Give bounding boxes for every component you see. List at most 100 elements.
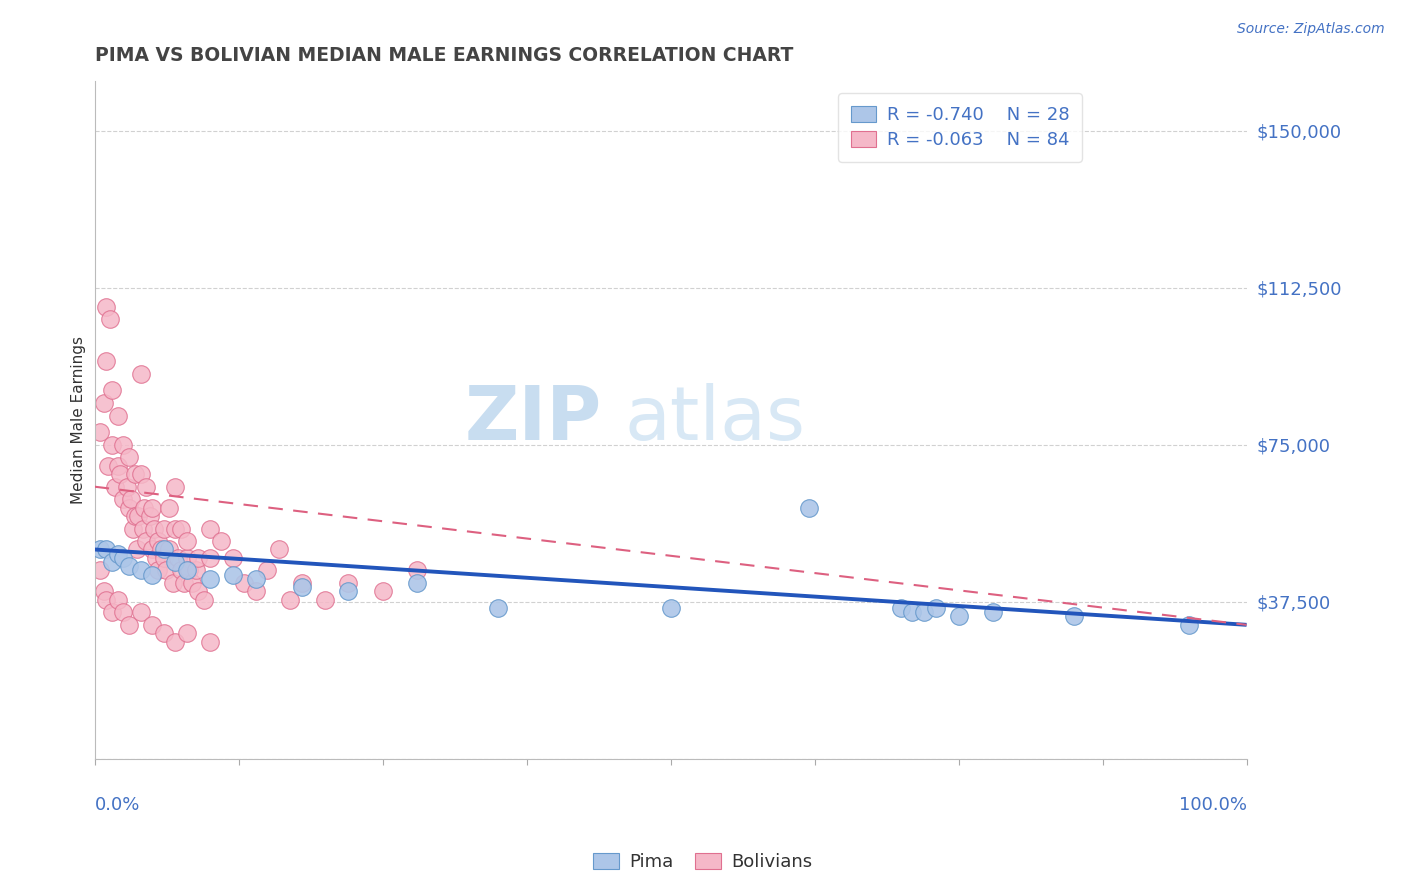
Point (150, 542, 173, 557)
Point (129, 467, 152, 482)
Point (159, 542, 181, 557)
Point (152, 542, 174, 557)
Point (209, 534, 232, 549)
Point (162, 576, 184, 591)
Point (124, 467, 146, 482)
Point (924, 601, 946, 615)
Point (198, 572, 221, 586)
Point (107, 547, 129, 561)
Point (143, 522, 166, 536)
Text: 100.0%: 100.0% (1178, 796, 1247, 814)
Point (166, 550, 188, 565)
Point (141, 542, 163, 557)
Legend: Pima, Bolivians: Pima, Bolivians (586, 846, 820, 879)
Point (797, 500, 820, 515)
Point (89, 563, 111, 577)
Point (141, 500, 163, 515)
Point (198, 634, 221, 648)
Point (170, 563, 193, 577)
Point (173, 576, 195, 591)
Point (146, 563, 169, 577)
Point (107, 458, 129, 473)
Point (948, 609, 970, 624)
Point (141, 617, 163, 632)
Point (135, 480, 157, 494)
Point (115, 480, 138, 494)
Point (165, 480, 187, 494)
Point (120, 492, 142, 507)
Point (901, 605, 924, 619)
Point (112, 550, 135, 565)
Point (101, 555, 124, 569)
Point (291, 576, 314, 591)
Point (132, 522, 155, 536)
Point (118, 450, 141, 465)
Point (184, 563, 207, 577)
Point (170, 522, 193, 536)
Point (112, 492, 135, 507)
Point (177, 563, 200, 577)
Point (127, 542, 149, 557)
Point (245, 572, 267, 586)
Point (101, 438, 124, 452)
Point (222, 567, 245, 582)
Point (280, 592, 302, 607)
Point (198, 550, 221, 565)
Point (118, 500, 141, 515)
Point (176, 626, 198, 640)
Point (129, 605, 152, 619)
Point (890, 601, 912, 615)
Point (912, 605, 935, 619)
Point (94, 354, 117, 368)
Point (121, 522, 143, 536)
Point (176, 550, 198, 565)
Point (267, 542, 290, 557)
Point (101, 605, 124, 619)
Point (97, 458, 120, 473)
Point (165, 634, 187, 648)
Point (1063, 609, 1085, 624)
Point (165, 555, 187, 569)
Text: PIMA VS BOLIVIAN MEDIAN MALE EARNINGS CORRELATION CHART: PIMA VS BOLIVIAN MEDIAN MALE EARNINGS CO… (94, 46, 793, 65)
Point (187, 550, 209, 565)
Text: ZIP: ZIP (464, 384, 602, 456)
Point (135, 534, 157, 549)
Y-axis label: Median Male Earnings: Median Male Earnings (72, 335, 86, 504)
Point (112, 605, 135, 619)
Point (245, 584, 267, 599)
Point (165, 522, 187, 536)
Point (198, 522, 221, 536)
Point (112, 438, 135, 452)
Point (146, 534, 169, 549)
Point (127, 508, 149, 523)
Point (256, 563, 278, 577)
Point (94, 300, 117, 314)
Point (145, 550, 167, 565)
Point (337, 584, 360, 599)
Point (108, 467, 131, 482)
Point (107, 592, 129, 607)
Point (187, 584, 209, 599)
Point (233, 576, 256, 591)
Point (118, 617, 141, 632)
Point (159, 500, 181, 515)
Point (139, 508, 162, 523)
Text: Source: ZipAtlas.com: Source: ZipAtlas.com (1237, 22, 1385, 37)
Legend: R = -0.740    N = 28, R = -0.063    N = 84: R = -0.740 N = 28, R = -0.063 N = 84 (838, 93, 1083, 162)
Point (107, 409, 129, 423)
Point (152, 626, 174, 640)
Point (98, 312, 121, 326)
Point (176, 534, 198, 549)
Point (981, 605, 1004, 619)
Point (129, 563, 152, 577)
Point (129, 367, 152, 381)
Point (291, 580, 314, 594)
Point (124, 508, 146, 523)
Text: atlas: atlas (624, 384, 806, 456)
Point (314, 592, 336, 607)
Point (222, 550, 245, 565)
Point (155, 563, 177, 577)
Point (89, 425, 111, 440)
Point (406, 576, 429, 591)
Point (659, 601, 682, 615)
